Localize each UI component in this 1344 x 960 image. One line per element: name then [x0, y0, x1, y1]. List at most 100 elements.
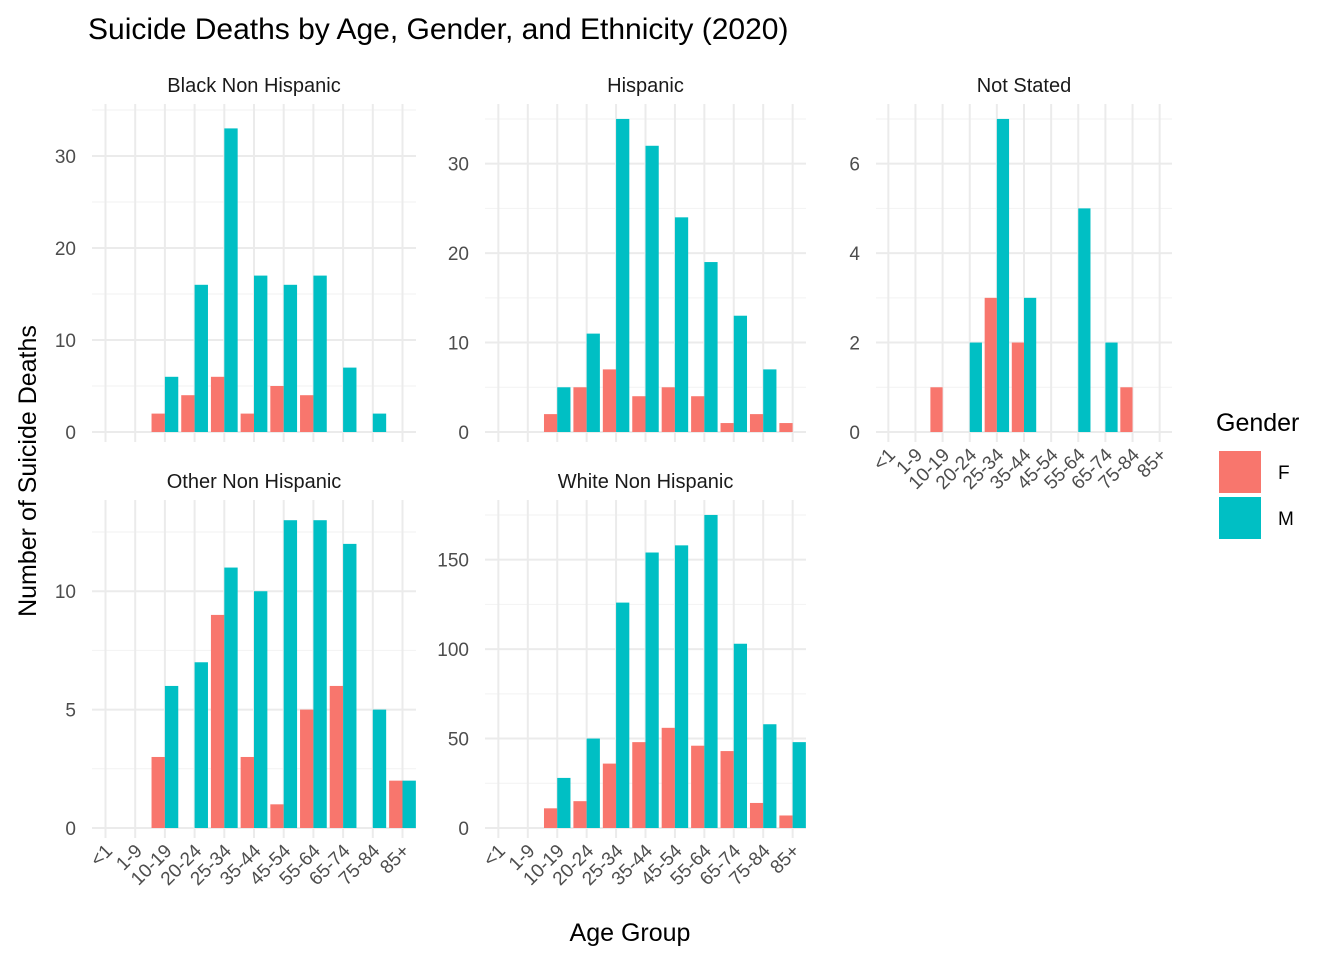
- y-tick-label: 0: [458, 819, 469, 840]
- legend-label-m: M: [1278, 509, 1294, 530]
- bar-black-non-hispanic-f-25-34: [210, 376, 225, 432]
- bar-not-stated-m-65-74: [1105, 342, 1118, 432]
- bar-white-non-hispanic-f-10-19: [543, 808, 558, 828]
- y-tick-label: 4: [849, 244, 860, 265]
- y-tick-label: 20: [448, 244, 469, 265]
- facet-not-stated: Not Stated0246<11-910-1920-2425-3435-444…: [849, 75, 1172, 494]
- bar-hispanic-m-35-44: [645, 145, 659, 432]
- chart-title: Suicide Deaths by Age, Gender, and Ethni…: [88, 13, 789, 46]
- bar-white-non-hispanic-m-10-19: [557, 777, 571, 828]
- bar-white-non-hispanic-f-75-84: [749, 802, 764, 828]
- x-tick-label: <1: [87, 841, 117, 871]
- bar-white-non-hispanic-m-20-24: [586, 738, 600, 828]
- bar-white-non-hispanic-m-65-74: [733, 643, 748, 828]
- bar-hispanic-f-75-84: [749, 414, 764, 432]
- bar-white-non-hispanic-f-55-64: [691, 745, 705, 828]
- bar-hispanic-f-65-74: [720, 423, 734, 432]
- facet-white-non-hispanic: White Non Hispanic050100150<11-910-1920-…: [437, 471, 806, 890]
- bar-not-stated-m-55-64: [1078, 208, 1091, 432]
- bar-black-non-hispanic-f-35-44: [240, 413, 254, 432]
- y-tick-label: 20: [55, 239, 76, 260]
- y-tick-label: 5: [65, 701, 76, 722]
- bar-black-non-hispanic-f-45-54: [270, 386, 284, 432]
- y-tick-label: 0: [458, 423, 469, 444]
- bar-white-non-hispanic-f-35-44: [632, 742, 646, 828]
- bar-black-non-hispanic-m-75-84: [372, 413, 387, 432]
- bar-hispanic-m-55-64: [704, 262, 718, 432]
- y-tick-label: 0: [849, 423, 860, 444]
- x-tick-label: <1: [870, 445, 900, 475]
- x-tick-label: 85+: [376, 841, 414, 879]
- y-tick-label: 30: [55, 147, 76, 168]
- bar-hispanic-m-65-74: [733, 315, 748, 432]
- y-tick-label: 6: [849, 155, 860, 176]
- facet-black-non-hispanic: Black Non Hispanic 0 10 20 30: [55, 75, 416, 444]
- bar-not-stated-f-35-44: [1011, 342, 1024, 432]
- bar-black-non-hispanic-m-35-44: [254, 275, 268, 432]
- x-tick-label: <1: [480, 841, 510, 871]
- legend: Gender F M: [1216, 409, 1299, 539]
- bar-hispanic-f-85: [779, 423, 793, 432]
- bar-other-non-hispanic-f-85: [389, 780, 403, 828]
- bar-other-non-hispanic-f-10-19: [151, 756, 165, 828]
- facet-label: Hispanic: [607, 75, 684, 97]
- bar-black-non-hispanic-m-65-74: [343, 367, 357, 432]
- y-axis-title: Number of Suicide Deaths: [14, 325, 42, 617]
- legend-key-f: [1219, 451, 1261, 493]
- bar-not-stated-f-10-19: [930, 387, 943, 432]
- y-tick-label: 10: [448, 334, 469, 355]
- bar-black-non-hispanic-f-20-24: [181, 395, 195, 432]
- bar-other-non-hispanic-m-25-34: [224, 567, 238, 828]
- bar-not-stated-m-20-24: [969, 342, 982, 432]
- x-axis-title: Age Group: [570, 919, 691, 947]
- bar-white-non-hispanic-m-55-64: [704, 514, 718, 828]
- facet-label: Black Non Hispanic: [167, 75, 340, 97]
- bar-hispanic-m-75-84: [763, 369, 777, 432]
- y-tick-label: 100: [437, 640, 469, 661]
- bar-not-stated-f-25-34: [984, 297, 997, 432]
- bar-hispanic-f-55-64: [691, 396, 705, 432]
- x-tick-label: 85+: [1134, 445, 1172, 483]
- y-tick-label: 2: [849, 334, 860, 355]
- bar-black-non-hispanic-f-10-19: [151, 413, 165, 432]
- bar-hispanic-m-10-19: [557, 387, 571, 432]
- y-tick-label: 50: [448, 730, 469, 751]
- bar-black-non-hispanic-f-55-64: [300, 395, 314, 432]
- y-tick-label: 150: [437, 551, 469, 572]
- bar-other-non-hispanic-f-45-54: [270, 804, 284, 828]
- y-tick-label: 30: [448, 155, 469, 176]
- bar-other-non-hispanic-f-55-64: [300, 709, 314, 828]
- bar-hispanic-f-25-34: [602, 369, 617, 432]
- y-tick-label: 10: [55, 582, 76, 603]
- bar-other-non-hispanic-m-75-84: [372, 709, 387, 828]
- bar-other-non-hispanic-m-20-24: [194, 662, 208, 828]
- bar-other-non-hispanic-m-35-44: [254, 591, 268, 828]
- bar-hispanic-f-10-19: [543, 414, 558, 432]
- bar-other-non-hispanic-f-65-74: [329, 685, 344, 828]
- bar-other-non-hispanic-m-55-64: [313, 520, 327, 828]
- bar-not-stated-m-35-44: [1024, 297, 1037, 432]
- bar-white-non-hispanic-m-25-34: [616, 602, 630, 828]
- bar-not-stated-f-75-84: [1120, 387, 1133, 432]
- bar-other-non-hispanic-m-65-74: [343, 543, 357, 828]
- facet-hispanic: Hispanic 0 10 20 30: [448, 75, 806, 444]
- bar-hispanic-f-20-24: [573, 387, 587, 432]
- bar-other-non-hispanic-f-35-44: [240, 756, 254, 828]
- bar-hispanic-f-35-44: [632, 396, 646, 432]
- bar-black-non-hispanic-m-25-34: [224, 128, 238, 432]
- bar-black-non-hispanic-m-55-64: [313, 275, 327, 432]
- legend-key-m: [1219, 497, 1261, 539]
- bar-black-non-hispanic-m-10-19: [164, 376, 179, 432]
- bar-hispanic-m-25-34: [616, 118, 630, 432]
- y-tick-label: 0: [65, 423, 76, 444]
- bar-white-non-hispanic-f-45-54: [661, 727, 675, 828]
- bar-hispanic-f-45-54: [661, 387, 675, 432]
- bar-white-non-hispanic-f-25-34: [602, 763, 617, 828]
- facet-label: Not Stated: [977, 75, 1072, 97]
- bar-hispanic-m-45-54: [674, 217, 689, 432]
- bar-white-non-hispanic-m-75-84: [763, 724, 777, 828]
- facet-label: Other Non Hispanic: [167, 471, 342, 493]
- bar-other-non-hispanic-m-45-54: [283, 520, 298, 828]
- y-tick-label: 0: [65, 819, 76, 840]
